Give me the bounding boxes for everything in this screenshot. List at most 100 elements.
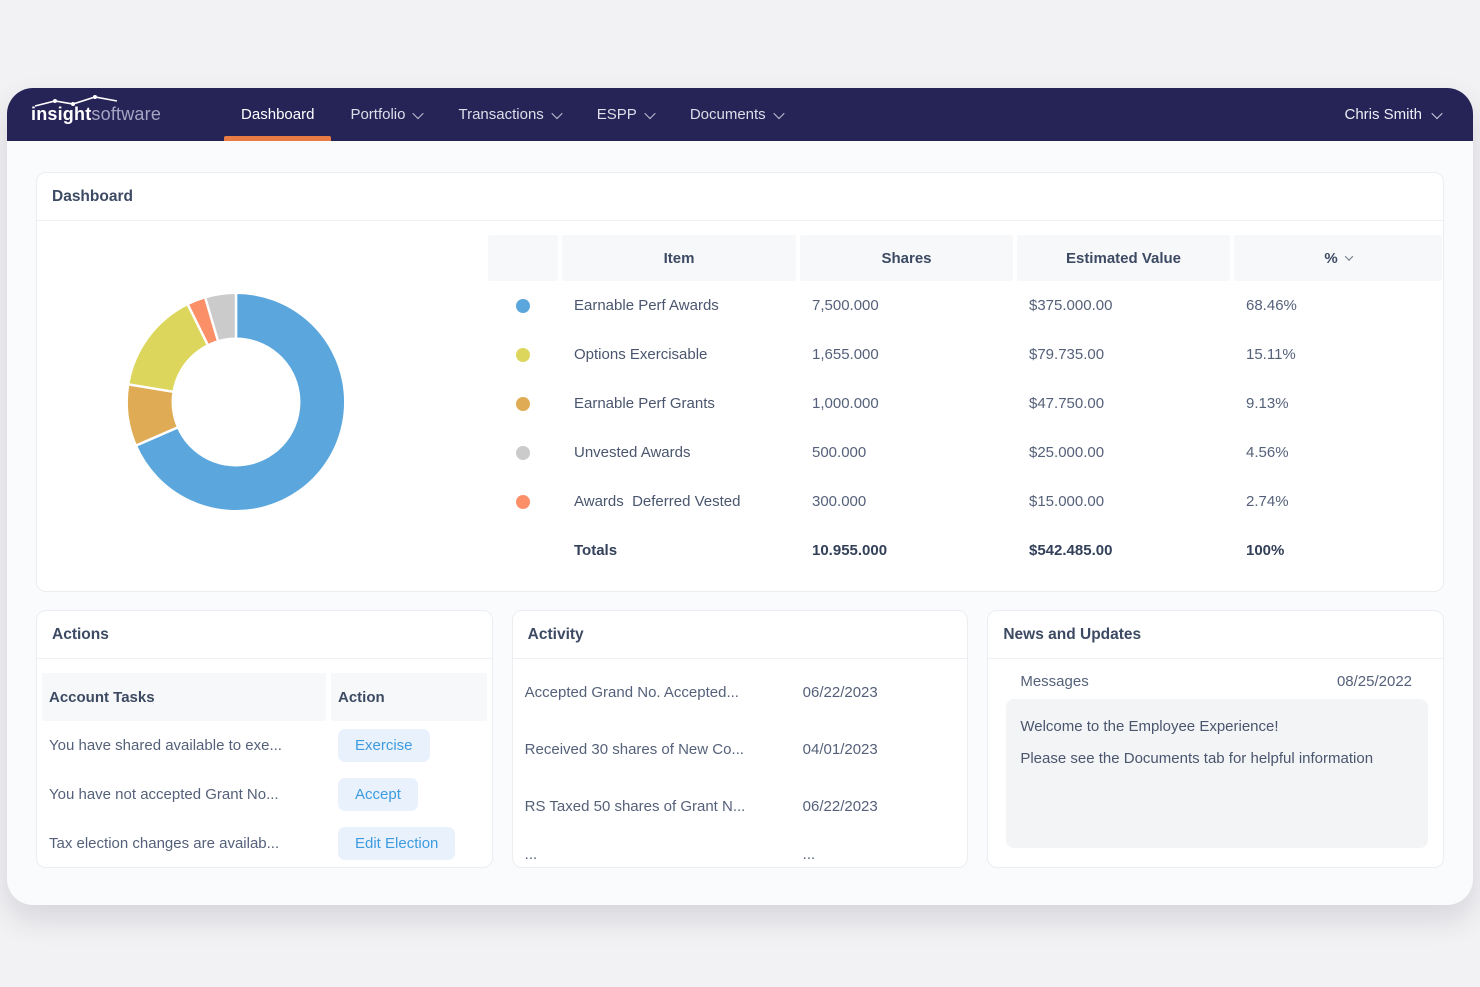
activity-card-title: Activity <box>512 611 968 659</box>
item-name: Earnable Perf Awards <box>574 297 719 314</box>
tasks-table-header: Account Tasks Action <box>42 673 487 721</box>
activity-description: Received 30 shares of New Co... <box>524 741 744 758</box>
messages-label: Messages <box>1020 673 1089 690</box>
column-header-action: Action <box>331 673 487 721</box>
activity-date: 04/01/2023 <box>802 741 878 758</box>
column-header-percent-label: % <box>1324 249 1338 267</box>
estimated-value: $25.000.00 <box>1029 444 1105 461</box>
nav-tab-espp[interactable]: ESPP <box>588 88 663 141</box>
brand-name-light: software <box>91 104 162 124</box>
estimated-value: $79.735.00 <box>1029 346 1105 363</box>
item-name: Earnable Perf Grants <box>574 395 715 412</box>
bottom-cards-row: Actions Account Tasks Action You have sh… <box>36 610 1445 868</box>
item-name: Awards Deferred Vested <box>574 493 741 510</box>
chevron-down-icon <box>1344 252 1353 261</box>
edit-election-button[interactable]: Edit Election <box>338 827 456 860</box>
message-box: Welcome to the Employee Experience! Plea… <box>1006 699 1429 848</box>
logo-trendline-icon <box>34 95 118 107</box>
nav-tab-dashboard[interactable]: Dashboard <box>224 88 332 141</box>
shares-value: 1,000.000 <box>812 395 879 412</box>
actions-card: Actions Account Tasks Action You have sh… <box>36 610 493 868</box>
table-row: Unvested Awards 500.000 $25.000.00 4.56% <box>488 428 1442 477</box>
nav-tab-portfolio-label: Portfolio <box>350 106 406 123</box>
percent-value: 9.13% <box>1246 395 1289 412</box>
dashboard-card: Dashboard Item Shares Estimated Value % <box>36 172 1444 592</box>
activity-row-ellipsis: ... ... <box>513 835 968 873</box>
shares-value: 500.000 <box>812 444 867 461</box>
shares-value: 1,655.000 <box>812 346 879 363</box>
task-row: Tax election changes are availab... Edit… <box>37 819 492 868</box>
news-message-header: Messages 08/25/2022 <box>988 659 1443 690</box>
holdings-table: Item Shares Estimated Value % Earnable P… <box>488 221 1443 592</box>
table-row: Awards Deferred Vested 300.000 $15.000.0… <box>488 477 1442 526</box>
message-line: Welcome to the Employee Experience! <box>1020 718 1279 735</box>
chevron-down-icon <box>412 107 425 119</box>
totals-row: Totals 10.955.000 $542.485.00 100% <box>488 526 1442 575</box>
legend-dot-icon <box>516 445 530 460</box>
item-name: Options Exercisable <box>574 346 708 363</box>
estimated-value: $47.750.00 <box>1029 395 1105 412</box>
percent-value: 2.74% <box>1246 493 1289 510</box>
top-navbar: insight software Dashboard Portfolio Tran… <box>7 88 1473 141</box>
holdings-donut-chart <box>125 291 347 513</box>
column-header-estimated-value: Estimated Value <box>1017 235 1230 281</box>
totals-estimated-value: $542.485.00 <box>1029 542 1113 559</box>
estimated-value: $15.000.00 <box>1029 493 1105 510</box>
app-window: insight software Dashboard Portfolio Tran… <box>7 88 1473 905</box>
item-name: Unvested Awards <box>574 444 691 461</box>
nav-tab-documents[interactable]: Documents <box>681 88 792 141</box>
nav-tab-dashboard-label: Dashboard <box>241 106 315 123</box>
nav-tab-transactions-label: Transactions <box>458 106 544 123</box>
activity-description: ... <box>524 845 538 863</box>
activity-list: Accepted Grand No. Accepted... 06/22/202… <box>513 659 968 873</box>
user-name: Chris Smith <box>1344 106 1422 123</box>
nav-tab-transactions[interactable]: Transactions <box>449 88 569 141</box>
dashboard-card-body: Item Shares Estimated Value % Earnable P… <box>37 221 1443 592</box>
nav-tab-portfolio[interactable]: Portfolio <box>341 88 431 141</box>
task-row: You have shared available to exe... Exer… <box>37 721 492 770</box>
percent-value: 15.11% <box>1246 346 1296 363</box>
activity-date: 06/22/2023 <box>802 684 878 701</box>
totals-shares: 10.955.000 <box>812 542 888 559</box>
percent-value: 4.56% <box>1246 444 1289 461</box>
activity-date: ... <box>802 845 816 863</box>
brand-name-bold: insight <box>31 104 92 124</box>
news-card: News and Updates Messages 08/25/2022 Wel… <box>987 610 1445 868</box>
activity-row: Accepted Grand No. Accepted... 06/22/202… <box>513 664 968 721</box>
column-header-item: Item <box>562 235 796 281</box>
nav-tab-documents-label: Documents <box>689 106 766 123</box>
legend-dot-icon <box>516 298 530 313</box>
chevron-down-icon <box>551 107 563 119</box>
estimated-value: $375.000.00 <box>1029 297 1113 314</box>
shares-value: 300.000 <box>812 493 867 510</box>
task-description: You have not accepted Grant No... <box>49 786 279 803</box>
legend-dot-icon <box>516 347 530 362</box>
task-description: You have shared available to exe... <box>49 737 282 754</box>
table-row: Earnable Perf Grants 1,000.000 $47.750.0… <box>488 379 1442 428</box>
chevron-down-icon <box>644 107 656 119</box>
actions-card-title: Actions <box>37 611 492 659</box>
table-row: Earnable Perf Awards 7,500.000 $375.000.… <box>488 281 1442 330</box>
task-description: Tax election changes are availab... <box>49 835 280 852</box>
activity-date: 06/22/2023 <box>802 798 878 815</box>
news-card-title: News and Updates <box>988 611 1444 659</box>
brand-logo: insight software <box>31 95 162 125</box>
activity-row: RS Taxed 50 shares of Grant N... 06/22/2… <box>513 778 968 835</box>
column-header-account-tasks: Account Tasks <box>42 673 326 721</box>
accept-button[interactable]: Accept <box>338 778 418 811</box>
activity-description: RS Taxed 50 shares of Grant N... <box>524 798 746 815</box>
activity-description: Accepted Grand No. Accepted... <box>524 684 739 701</box>
exercise-button[interactable]: Exercise <box>338 729 430 762</box>
column-header-shares: Shares <box>800 235 1013 281</box>
shares-value: 7,500.000 <box>812 297 879 314</box>
donut-chart-area <box>37 221 488 592</box>
holdings-table-header: Item Shares Estimated Value % <box>488 235 1442 281</box>
content-area: Dashboard Item Shares Estimated Value % <box>7 141 1473 868</box>
dashboard-card-title: Dashboard <box>37 173 1443 221</box>
column-header-percent[interactable]: % <box>1234 235 1442 281</box>
table-row: Options Exercisable 1,655.000 $79.735.00… <box>488 330 1442 379</box>
user-menu[interactable]: Chris Smith <box>1344 106 1443 123</box>
message-line: Please see the Documents tab for helpful… <box>1020 750 1374 767</box>
chevron-down-icon <box>1431 107 1443 119</box>
activity-row: Received 30 shares of New Co... 04/01/20… <box>513 721 968 778</box>
